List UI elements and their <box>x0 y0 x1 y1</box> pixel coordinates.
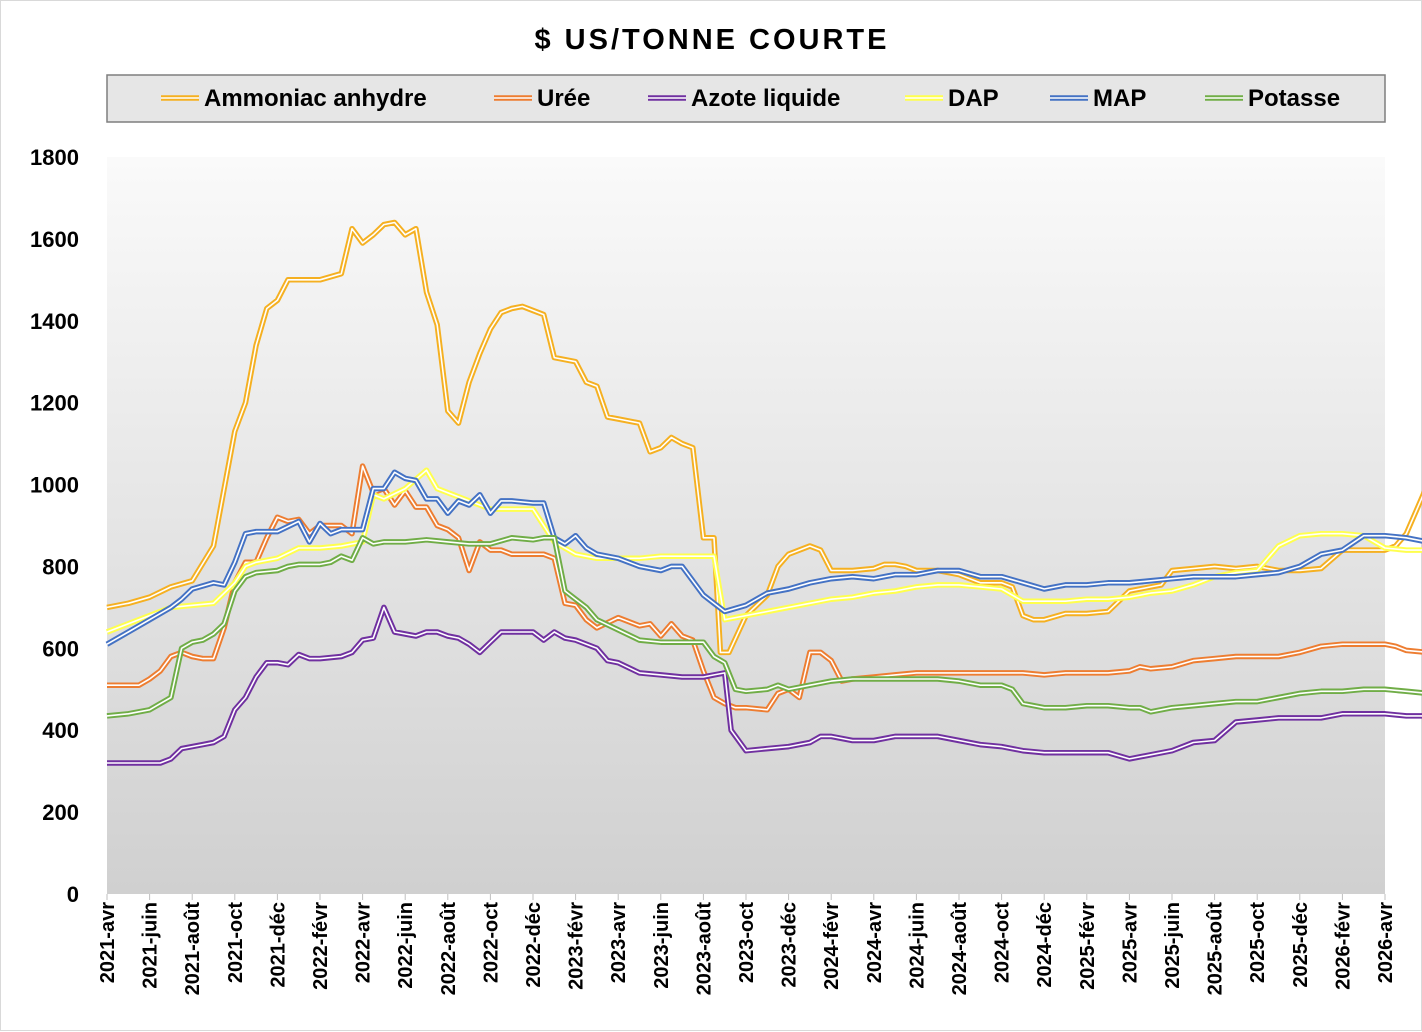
x-tick-label: 2024-avr <box>864 902 886 983</box>
x-tick-label: 2025-oct <box>1247 902 1269 983</box>
legend-box <box>106 74 1386 123</box>
series-lines <box>105 219 1422 766</box>
legend-label: Urée <box>537 85 590 112</box>
y-tick-label: 1600 <box>30 227 79 252</box>
x-tick-label: 2022-févr <box>310 902 332 990</box>
x-tick-label: 2022-déc <box>523 902 545 988</box>
legend-label: Ammoniac anhydre <box>204 85 427 112</box>
x-tick-label: 2024-août <box>949 902 971 996</box>
y-tick-label: 0 <box>67 882 79 907</box>
x-tick-label: 2024-déc <box>1034 902 1056 988</box>
x-tick-label: 2023-avr <box>608 902 630 983</box>
legend-entry: MAP <box>1050 85 1146 112</box>
series-line-core <box>107 465 1422 711</box>
chart-legend: Ammoniac anhydre Urée Azote liquide DAP MAP P… <box>106 74 1386 123</box>
x-tick-label: 2022-août <box>438 902 460 996</box>
x-tick-label: 2022-oct <box>480 902 502 983</box>
x-tick-label: 2021-déc <box>267 902 289 988</box>
chart-title: $ US/TONNE COURTE <box>534 24 889 56</box>
y-tick-label: 800 <box>42 554 79 579</box>
x-tick-label: 2022-juin <box>395 902 417 989</box>
legend-entry: Urée <box>494 85 590 112</box>
series-ammoniac-anhydre <box>106 219 1422 656</box>
y-tick-label: 400 <box>42 718 79 743</box>
y-tick-label: 200 <box>42 800 79 825</box>
y-tick-label: 1800 <box>30 145 79 170</box>
x-tick-label: 2023-juin <box>651 902 673 989</box>
legend-entry: Potasse <box>1205 85 1340 112</box>
y-axis: 0 200 400 600 800 1000 1200 1400 1600 1800 <box>30 145 79 907</box>
series-map <box>105 469 1422 647</box>
legend-label: DAP <box>948 85 999 112</box>
legend-entry: Ammoniac anhydre <box>161 85 427 112</box>
x-tick-label: 2025-août <box>1205 902 1227 996</box>
x-tick-label: 2024-juin <box>906 902 928 989</box>
legend-entry: Azote liquide <box>648 85 840 112</box>
x-tick-label: 2023-déc <box>779 902 801 988</box>
x-tick-label: 2025-févr <box>1077 902 1099 990</box>
x-tick-label: 2021-oct <box>225 902 247 983</box>
y-tick-label: 1200 <box>30 391 79 416</box>
series-line-core <box>106 537 1422 717</box>
legend-label: MAP <box>1093 85 1146 112</box>
x-tick-label: 2025-déc <box>1290 902 1312 988</box>
x-tick-label: 2023-août <box>693 902 715 996</box>
x-tick-label: 2025-avr <box>1119 902 1141 983</box>
x-tick-label: 2021-juin <box>140 902 162 989</box>
x-tick-label: 2022-avr <box>353 902 375 983</box>
y-tick-label: 600 <box>42 636 79 661</box>
x-axis: 2021-avr 2021-juin 2021-août 2021-oct 2021-d… <box>97 894 1397 995</box>
series-urée <box>107 463 1422 713</box>
legend-label: Azote liquide <box>691 85 840 112</box>
x-tick-label: 2026-avr <box>1375 902 1397 983</box>
y-tick-label: 1000 <box>30 473 79 498</box>
x-tick-label: 2024-févr <box>821 902 843 990</box>
x-tick-label: 2023-oct <box>736 902 758 983</box>
x-tick-label: 2026-févr <box>1332 902 1354 990</box>
x-tick-label: 2025-juin <box>1162 902 1184 989</box>
legend-label: Potasse <box>1248 85 1340 112</box>
x-tick-label: 2021-avr <box>97 902 119 983</box>
x-tick-label: 2023-févr <box>566 902 588 990</box>
series-potasse <box>106 535 1422 719</box>
series-line-core <box>107 606 1422 764</box>
series-azote-liquide <box>107 604 1422 766</box>
x-tick-label: 2021-août <box>182 902 204 996</box>
series-line-core <box>106 221 1422 654</box>
series-line-core <box>106 471 1422 645</box>
legend-entry: DAP <box>905 85 999 112</box>
x-tick-label: 2024-oct <box>992 902 1014 983</box>
y-tick-label: 1400 <box>30 309 79 334</box>
